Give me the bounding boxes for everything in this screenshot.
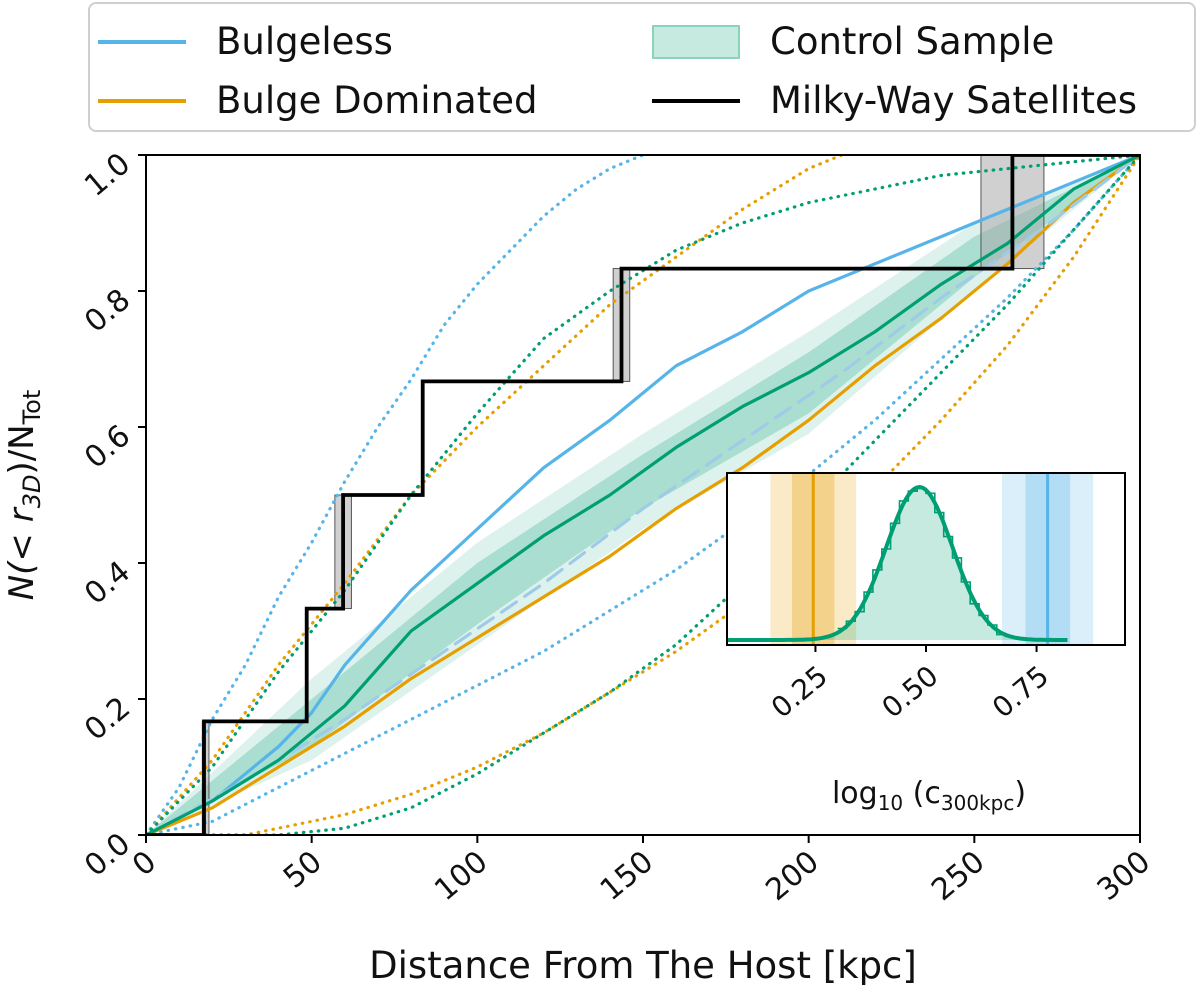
main-plot-clip-group (146, 155, 1140, 835)
series-control-sample-84th-percentile (146, 155, 1140, 835)
inset-x-tick-label-0.75: 0.75 (986, 659, 1055, 724)
x-tick-label-200: 200 (759, 844, 825, 908)
x-tick-label-250: 250 (925, 844, 991, 908)
inset-label-mid: (c (903, 776, 941, 811)
inset-x-tick-label-0.25: 0.25 (765, 659, 834, 724)
x-tick-label-100: 100 (428, 844, 494, 908)
control-sample-band-inner (146, 155, 1140, 835)
inset-label-sub: 10 (878, 791, 903, 815)
x-tick-label-50: 50 (277, 844, 329, 895)
control-sample-band-outer (146, 155, 1140, 835)
legend-swatch-control-sample (652, 24, 740, 59)
y-tick-label-1.0: 1.0 (78, 146, 137, 203)
inset-label-sub2: 300kpc (941, 791, 1014, 815)
legend-swatch-bulgeless (98, 39, 186, 44)
legend-item-bulge-dominated: Bulge Dominated (98, 79, 537, 122)
legend-label-control-sample: Control Sample (770, 20, 1055, 63)
series-bulge-dominated-16th-percentile (146, 155, 1140, 835)
legend-label-bulge-dominated: Bulge Dominated (216, 79, 538, 122)
y-axis-label-sub2: Tot (18, 390, 46, 426)
inset-x-axis-label: log10 (c300kpc) (832, 776, 1026, 815)
main-plot-area (146, 155, 1140, 835)
x-axis-label: Distance From The Host [kpc] (369, 944, 917, 985)
legend-swatch-bulge-dominated (98, 98, 186, 103)
y-tick-label-0.6: 0.6 (78, 418, 137, 475)
y-tick-label-0.2: 0.2 (78, 690, 137, 747)
y-axis-label: N(< r3D)/NTot (2, 390, 46, 601)
series-bulge-dominated-84th-percentile (146, 155, 844, 835)
legend: Bulgeless Bulge Dominated Control Sample… (88, 2, 1196, 132)
y-tick-label-0.4: 0.4 (78, 554, 137, 611)
inset-background (727, 473, 1125, 645)
series-bulgeless-84th-percentile (146, 155, 645, 835)
inset-clip-group (727, 473, 1094, 645)
inset-plot: 0.25 0.50 0.75 (726, 472, 1126, 724)
series-control-sample-example (146, 155, 1140, 835)
legend-item-bulgeless: Bulgeless (98, 20, 393, 63)
series-bulge-dominated (146, 155, 1140, 835)
legend-label-bulgeless: Bulgeless (216, 20, 393, 63)
inset-x-tick-label-0.50: 0.50 (876, 659, 945, 724)
y-tick-label-0.8: 0.8 (78, 282, 137, 339)
x-tick-label-300: 300 (1091, 844, 1157, 908)
inset-label-end: ) (1014, 776, 1026, 811)
y-axis-label-sub: 3D (18, 475, 46, 509)
inset-control-fill (727, 487, 1068, 640)
series-milky-way-satellites (146, 155, 1140, 835)
legend-item-milky-way: Milky-Way Satellites (652, 79, 1137, 122)
x-tick-label-150: 150 (594, 844, 660, 908)
y-tick-label-0.0: 0.0 (78, 826, 137, 883)
y-axis-label-main: N(< r (2, 506, 42, 600)
series-bulgeless-16th-percentile (146, 155, 1140, 835)
legend-label-milky-way: Milky-Way Satellites (770, 79, 1138, 122)
y-axis-label-end: )/N (2, 424, 42, 474)
inset-label-log: log (832, 776, 878, 811)
inset-control-curve (727, 484, 1068, 642)
legend-item-control-sample: Control Sample (652, 20, 1054, 63)
legend-swatch-milky-way (652, 98, 740, 103)
series-control-sample-median (146, 155, 1140, 835)
